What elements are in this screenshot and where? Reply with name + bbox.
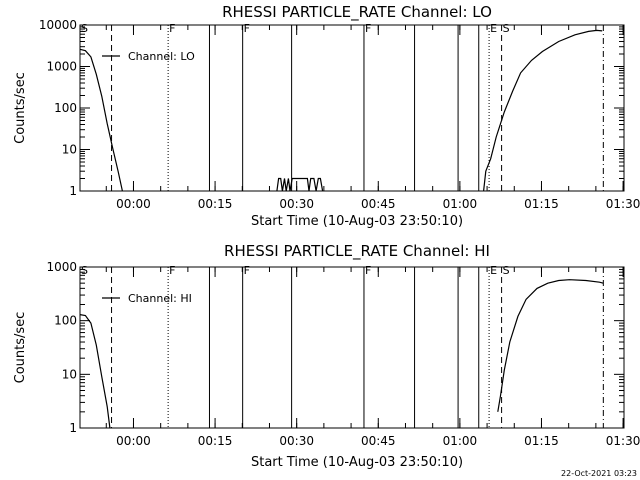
event-marker-label: F bbox=[169, 264, 175, 277]
series-line bbox=[497, 279, 604, 412]
series-line bbox=[79, 48, 123, 192]
x-tick-label: 01:00 bbox=[443, 197, 478, 211]
y-tick-label: 1000 bbox=[46, 260, 77, 274]
event-marker-label: S bbox=[81, 22, 88, 35]
y-tick-label: 10 bbox=[62, 143, 77, 157]
chart-title: RHESSI PARTICLE_RATE Channel: HI bbox=[224, 242, 490, 261]
series-line bbox=[483, 29, 603, 192]
chart-title: RHESSI PARTICLE_RATE Channel: LO bbox=[222, 3, 492, 22]
event-marker-label: F bbox=[244, 264, 250, 277]
event-marker-label: E bbox=[490, 264, 497, 277]
x-tick-label: 00:00 bbox=[116, 197, 151, 211]
event-marker-label: F bbox=[244, 22, 250, 35]
x-tick-label: 01:30 bbox=[606, 197, 640, 211]
event-marker-label: S bbox=[503, 264, 510, 277]
y-tick-label: 1000 bbox=[46, 60, 77, 74]
x-tick-label: 00:30 bbox=[279, 434, 314, 448]
panel-lo: RHESSI PARTICLE_RATE Channel: LO Start Ti… bbox=[13, 3, 640, 229]
series-line bbox=[79, 314, 111, 429]
x-tick-label: 00:00 bbox=[116, 434, 151, 448]
event-marker-label: F bbox=[365, 264, 371, 277]
x-tick-label: 01:00 bbox=[443, 434, 478, 448]
legend-label: Channel: LO bbox=[128, 50, 195, 63]
y-axis-label: Counts/sec bbox=[13, 312, 28, 384]
y-tick-label: 1 bbox=[69, 421, 77, 435]
event-marker-label: S bbox=[81, 264, 88, 277]
x-tick-label: 01:15 bbox=[524, 434, 559, 448]
x-axis-label: Start Time (10-Aug-03 23:50:10) bbox=[251, 214, 463, 229]
x-tick-label: 00:15 bbox=[198, 197, 233, 211]
series-line bbox=[276, 177, 324, 192]
x-tick-label: 00:30 bbox=[279, 197, 314, 211]
event-marker-label: F bbox=[365, 22, 371, 35]
x-tick-label: 00:45 bbox=[361, 434, 396, 448]
panel-hi: RHESSI PARTICLE_RATE Channel: HI Start Ti… bbox=[13, 242, 640, 470]
y-tick-label: 100 bbox=[54, 101, 77, 115]
y-axis-label: Counts/sec bbox=[13, 72, 28, 144]
plot-frame bbox=[79, 266, 625, 429]
x-tick-label: 00:45 bbox=[361, 197, 396, 211]
x-tick-label: 01:15 bbox=[524, 197, 559, 211]
x-tick-label: 01:30 bbox=[606, 434, 640, 448]
event-marker-label: E bbox=[490, 22, 497, 35]
y-tick-label: 10000 bbox=[39, 18, 77, 32]
legend-label: Channel: HI bbox=[128, 292, 192, 305]
footer-timestamp: 22-Oct-2021 03:23 bbox=[561, 469, 637, 478]
y-tick-label: 10 bbox=[62, 367, 77, 381]
x-tick-label: 00:15 bbox=[198, 434, 233, 448]
x-axis-label: Start Time (10-Aug-03 23:50:10) bbox=[251, 455, 463, 470]
y-tick-label: 1 bbox=[69, 184, 77, 198]
y-tick-label: 100 bbox=[54, 314, 77, 328]
event-marker-label: S bbox=[503, 22, 510, 35]
event-marker-label: F bbox=[169, 22, 175, 35]
